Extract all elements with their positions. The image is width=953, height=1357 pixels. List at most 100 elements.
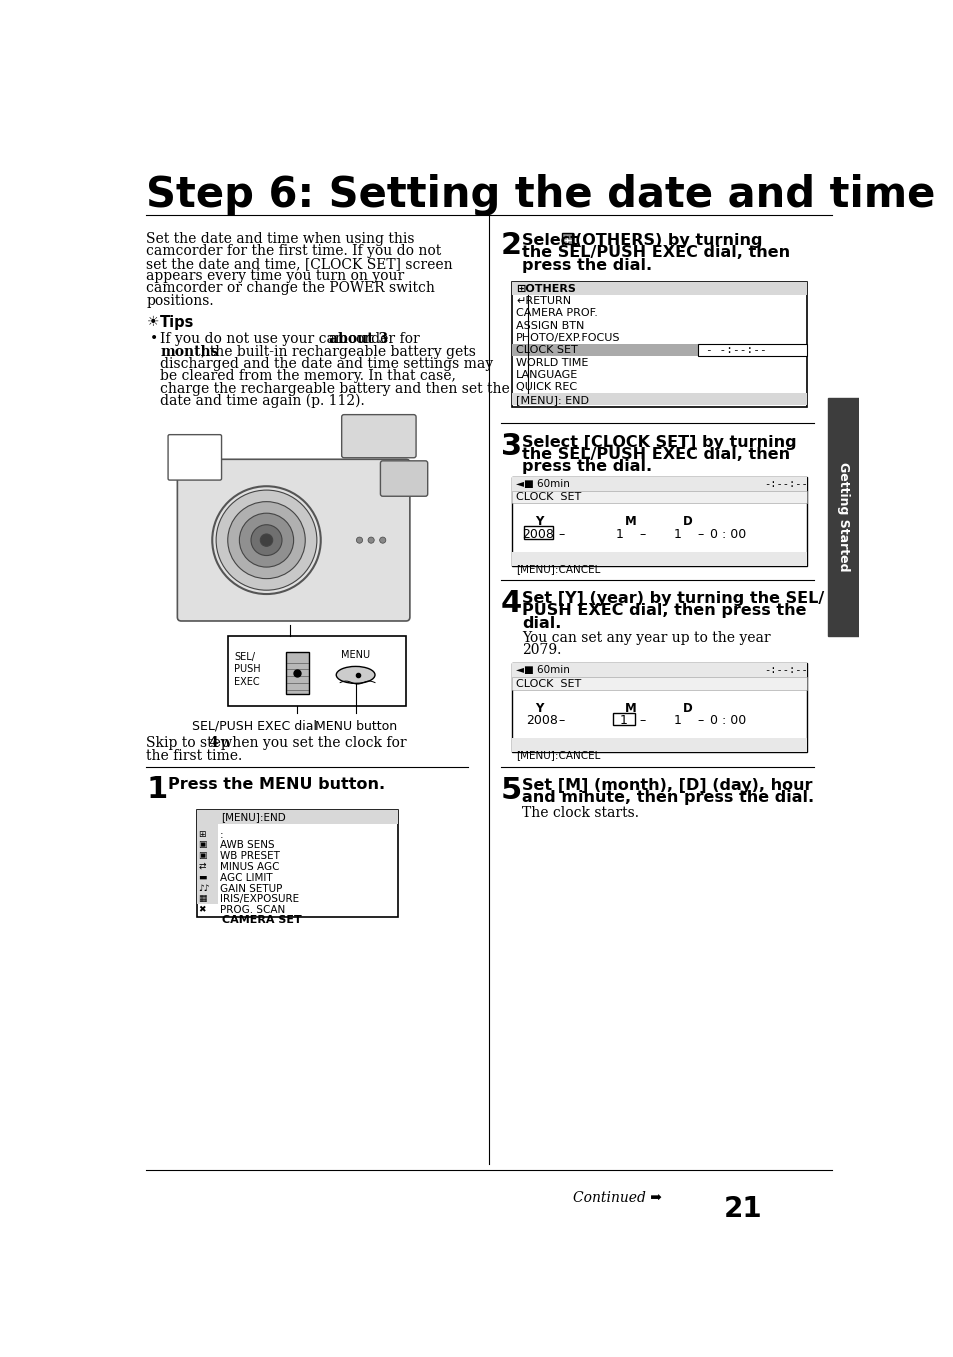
Text: [MENU]:CANCEL: [MENU]:CANCEL <box>516 565 599 574</box>
Bar <box>561 233 572 244</box>
Text: the SEL/PUSH EXEC dial, then: the SEL/PUSH EXEC dial, then <box>521 246 789 261</box>
Text: MINUS AGC: MINUS AGC <box>220 862 279 873</box>
Text: press the dial.: press the dial. <box>521 459 652 475</box>
Text: Step 6: Setting the date and time: Step 6: Setting the date and time <box>146 175 935 216</box>
Text: M: M <box>624 702 636 715</box>
Bar <box>512 491 806 503</box>
Circle shape <box>260 535 273 547</box>
Text: ☀: ☀ <box>146 315 159 330</box>
Text: –: – <box>639 714 645 727</box>
Text: Select: Select <box>521 233 583 248</box>
Text: If you do not use your camcorder for: If you do not use your camcorder for <box>160 332 424 346</box>
Text: Set [Y] (year) by turning the SEL/: Set [Y] (year) by turning the SEL/ <box>521 590 823 607</box>
Bar <box>512 664 806 677</box>
Text: –: – <box>697 714 703 727</box>
Text: -:--:--: -:--:-- <box>763 665 807 674</box>
Text: –: – <box>558 528 563 541</box>
Text: be cleared from the memory. In that case,: be cleared from the memory. In that case… <box>160 369 456 383</box>
Bar <box>827 398 858 636</box>
Text: AWB SENS: AWB SENS <box>220 840 274 851</box>
Text: months: months <box>160 345 218 358</box>
Bar <box>512 738 806 752</box>
Text: 2079.: 2079. <box>521 643 561 657</box>
Text: press the dial.: press the dial. <box>521 258 652 273</box>
Text: charge the rechargeable battery and then set the: charge the rechargeable battery and then… <box>160 381 510 395</box>
Bar <box>523 527 553 539</box>
Bar <box>512 491 806 503</box>
Text: 1: 1 <box>619 714 627 727</box>
Text: [MENU]:END: [MENU]:END <box>221 811 286 822</box>
Circle shape <box>239 513 294 567</box>
Text: Skip to step: Skip to step <box>146 737 234 750</box>
Text: ASSIGN BTN: ASSIGN BTN <box>516 320 584 331</box>
Text: Set [M] (month), [D] (day), hour: Set [M] (month), [D] (day), hour <box>521 778 812 792</box>
Text: 3: 3 <box>500 433 521 461</box>
Text: Continued ➡: Continued ➡ <box>572 1191 661 1205</box>
Text: SEL/PUSH EXEC dial: SEL/PUSH EXEC dial <box>193 719 317 733</box>
Text: LANGUAGE: LANGUAGE <box>516 370 578 380</box>
Text: ▣: ▣ <box>198 851 207 860</box>
FancyBboxPatch shape <box>380 461 427 497</box>
Bar <box>512 282 806 407</box>
Text: ⊞OTHERS: ⊞OTHERS <box>516 284 576 293</box>
Text: camcorder or change the POWER switch: camcorder or change the POWER switch <box>146 281 435 296</box>
Bar <box>512 478 806 566</box>
Text: CLOCK  SET: CLOCK SET <box>516 678 580 689</box>
Bar <box>512 552 806 566</box>
Text: positions.: positions. <box>146 293 213 308</box>
Text: ◄■ 60min: ◄■ 60min <box>516 479 569 489</box>
Text: date and time again (p. 112).: date and time again (p. 112). <box>160 394 365 408</box>
Text: D: D <box>682 702 692 715</box>
Circle shape <box>379 537 385 543</box>
Bar <box>218 810 397 824</box>
Bar <box>512 478 806 491</box>
Text: AGC LIMIT: AGC LIMIT <box>220 873 273 883</box>
Bar <box>512 282 806 294</box>
Text: ↵RETURN: ↵RETURN <box>516 296 571 307</box>
Text: camcorder for the first time. If you do not: camcorder for the first time. If you do … <box>146 244 441 258</box>
Text: when you set the clock for: when you set the clock for <box>216 737 406 750</box>
Text: 1: 1 <box>615 528 622 541</box>
Text: CAMERA PROF.: CAMERA PROF. <box>516 308 598 319</box>
Text: WORLD TIME: WORLD TIME <box>516 358 588 368</box>
Text: Y: Y <box>535 702 543 715</box>
Bar <box>612 712 634 725</box>
Text: –: – <box>558 714 563 727</box>
Text: :: : <box>220 829 223 840</box>
FancyBboxPatch shape <box>341 415 416 457</box>
Text: MENU: MENU <box>341 650 370 661</box>
Text: 4: 4 <box>208 737 218 750</box>
Text: 21: 21 <box>723 1194 761 1223</box>
Text: Select [CLOCK SET] by turning: Select [CLOCK SET] by turning <box>521 434 796 449</box>
Text: ▣: ▣ <box>198 840 207 849</box>
Text: [MENU]: END: [MENU]: END <box>516 395 588 404</box>
Bar <box>698 343 806 356</box>
Text: Press the MENU button.: Press the MENU button. <box>168 778 385 792</box>
Text: MENU button: MENU button <box>314 719 396 733</box>
Bar <box>512 664 806 752</box>
Text: ▦: ▦ <box>198 894 207 904</box>
Bar <box>512 394 806 406</box>
FancyBboxPatch shape <box>286 651 309 695</box>
Circle shape <box>228 502 305 578</box>
Text: M: M <box>624 516 636 528</box>
Text: (OTHERS) by turning: (OTHERS) by turning <box>575 233 761 248</box>
Text: PUSH EXEC dial, then press the: PUSH EXEC dial, then press the <box>521 604 806 619</box>
Text: IRIS/EXPOSURE: IRIS/EXPOSURE <box>220 894 299 904</box>
Text: ▬: ▬ <box>198 873 207 882</box>
Text: dial.: dial. <box>521 616 561 631</box>
Text: Set the date and time when using this: Set the date and time when using this <box>146 232 415 246</box>
Bar <box>196 810 397 917</box>
Text: You can set any year up to the year: You can set any year up to the year <box>521 631 770 645</box>
Text: discharged and the date and time settings may: discharged and the date and time setting… <box>160 357 493 370</box>
Text: ✖: ✖ <box>198 905 206 915</box>
Text: –: – <box>697 528 703 541</box>
Text: PHOTO/EXP.FOCUS: PHOTO/EXP.FOCUS <box>516 332 619 343</box>
Text: 0 : 00: 0 : 00 <box>709 528 745 541</box>
Text: The clock starts.: The clock starts. <box>521 806 639 820</box>
Circle shape <box>216 490 316 590</box>
Text: •: • <box>150 332 157 346</box>
Text: 4: 4 <box>500 589 521 617</box>
Text: PROG. SCAN: PROG. SCAN <box>220 905 285 915</box>
Text: set the date and time, [CLOCK SET] screen: set the date and time, [CLOCK SET] scree… <box>146 256 453 271</box>
